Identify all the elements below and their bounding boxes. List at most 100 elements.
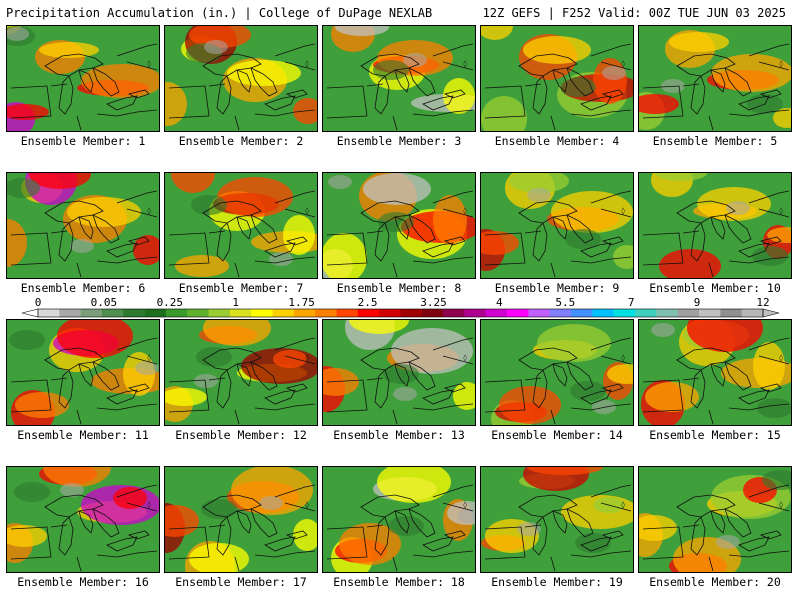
precipitation-map-image: ◊	[323, 26, 475, 131]
colorbar-segment	[272, 309, 295, 317]
precipitation-map-image: ◊	[481, 173, 633, 278]
colorbar-tick-label: 1	[232, 296, 239, 309]
precipitation-map-image: ◊	[165, 173, 317, 278]
colorbar-segment	[699, 309, 721, 317]
colorbar-segment	[720, 309, 742, 317]
ensemble-member-map: ◊	[164, 466, 318, 573]
precipitation-map-image: ◊	[165, 26, 317, 131]
colorbar-border	[37, 308, 764, 318]
colorbar-segment	[741, 309, 764, 317]
ensemble-member-label: Ensemble Member: 18	[333, 575, 465, 589]
ensemble-member-label: Ensemble Member: 16	[17, 575, 149, 589]
ensemble-member-map: ◊	[638, 466, 792, 573]
svg-text:◊: ◊	[463, 354, 467, 362]
svg-text:◊: ◊	[463, 501, 467, 509]
svg-text:◊: ◊	[463, 207, 467, 215]
ensemble-member-label: Ensemble Member: 15	[649, 428, 781, 442]
precipitation-map-image: ◊	[7, 173, 159, 278]
ensemble-member-map: ◊	[322, 319, 476, 426]
ensemble-member-label: Ensemble Member: 13	[333, 428, 465, 442]
colorbar-segment	[251, 309, 273, 317]
colorbar-segment	[549, 309, 572, 317]
colorbar-segment	[208, 309, 231, 317]
precipitation-map-image: ◊	[323, 320, 475, 425]
precipitation-map-image: ◊	[639, 173, 791, 278]
colorbar-segment	[571, 309, 593, 317]
colorbar-segment	[165, 309, 188, 317]
precipitation-map-image: ◊	[481, 467, 633, 572]
colorbar-segment	[635, 309, 657, 317]
colorbar-segment	[357, 309, 380, 317]
colorbar-tick-label: 0.05	[91, 296, 118, 309]
svg-text:◊: ◊	[621, 354, 625, 362]
svg-text:◊: ◊	[463, 60, 467, 68]
colorbar-segment	[507, 309, 529, 317]
colorbar-segment	[379, 309, 401, 317]
colorbar-segment	[336, 309, 359, 317]
precipitation-map-image: ◊	[639, 467, 791, 572]
svg-text:◊: ◊	[621, 207, 625, 215]
svg-text:◊: ◊	[621, 501, 625, 509]
colorbar-tick-label: 1.75	[288, 296, 315, 309]
colorbar-segment	[613, 309, 636, 317]
ensemble-member-map: ◊	[638, 25, 792, 132]
ensemble-member-label: Ensemble Member: 11	[17, 428, 149, 442]
colorbar-segment	[187, 309, 209, 317]
ensemble-member-label: Ensemble Member: 14	[491, 428, 623, 442]
colorbar-min-arrow	[21, 308, 39, 318]
ensemble-member-label: Ensemble Member: 3	[336, 134, 462, 148]
svg-text:◊: ◊	[147, 354, 151, 362]
colorbar-segment	[443, 309, 465, 317]
precipitation-map-image: ◊	[639, 320, 791, 425]
colorbar-tick-label: 9	[694, 296, 701, 309]
ensemble-member-label: Ensemble Member: 4	[494, 134, 620, 148]
colorbar-segment	[315, 309, 337, 317]
ensemble-member-label: Ensemble Member: 5	[652, 134, 778, 148]
precipitation-colorbar: 0 0.05 0.25 1 1.75 2.5 3.25 4 5.5 7 9 12	[21, 296, 780, 318]
colorbar-segment	[485, 309, 508, 317]
colorbar-segment	[528, 309, 551, 317]
precipitation-map-image: ◊	[481, 320, 633, 425]
ensemble-member-map: ◊	[480, 319, 634, 426]
ensemble-member-map: ◊	[164, 25, 318, 132]
colorbar-segment	[123, 309, 145, 317]
precipitation-map-image: ◊	[7, 467, 159, 572]
precipitation-map-image: ◊	[639, 26, 791, 131]
precipitation-map-image: ◊	[7, 320, 159, 425]
ensemble-member-label: Ensemble Member: 17	[175, 575, 307, 589]
colorbar-segment	[80, 309, 103, 317]
colorbar-tick-label: 2.5	[358, 296, 378, 309]
colorbar-segment	[229, 309, 252, 317]
colorbar-tick-label: 12	[756, 296, 769, 309]
precipitation-map-image: ◊	[7, 26, 159, 131]
ensemble-member-map: ◊	[164, 172, 318, 279]
ensemble-member-map: ◊	[480, 466, 634, 573]
precipitation-map-image: ◊	[323, 173, 475, 278]
precipitation-map-image: ◊	[165, 320, 317, 425]
precipitation-map-image: ◊	[165, 467, 317, 572]
ensemble-member-label: Ensemble Member: 12	[175, 428, 307, 442]
svg-text:◊: ◊	[305, 354, 309, 362]
ensemble-member-map: ◊	[480, 25, 634, 132]
svg-text:◊: ◊	[305, 501, 309, 509]
colorbar-segment	[293, 309, 316, 317]
svg-text:◊: ◊	[621, 60, 625, 68]
colorbar-tick-label: 0.25	[157, 296, 184, 309]
ensemble-member-map: ◊	[6, 319, 160, 426]
colorbar-segment	[101, 309, 124, 317]
colorbar-tick-label: 0	[35, 296, 42, 309]
colorbar-segment	[656, 309, 679, 317]
colorbar-tick-label: 3.25	[420, 296, 447, 309]
ensemble-member-map: ◊	[638, 172, 792, 279]
colorbar-tick-label: 7	[628, 296, 635, 309]
svg-text:◊: ◊	[779, 354, 783, 362]
ensemble-member-label: Ensemble Member: 8	[336, 281, 462, 295]
svg-text:◊: ◊	[305, 207, 309, 215]
ensemble-member-map: ◊	[638, 319, 792, 426]
colorbar-segment	[677, 309, 700, 317]
ensemble-member-label: Ensemble Member: 19	[491, 575, 623, 589]
colorbar-segment	[38, 309, 60, 317]
svg-text:◊: ◊	[779, 60, 783, 68]
colorbar-tick-label: 4	[496, 296, 503, 309]
ensemble-member-label: Ensemble Member: 6	[20, 281, 146, 295]
